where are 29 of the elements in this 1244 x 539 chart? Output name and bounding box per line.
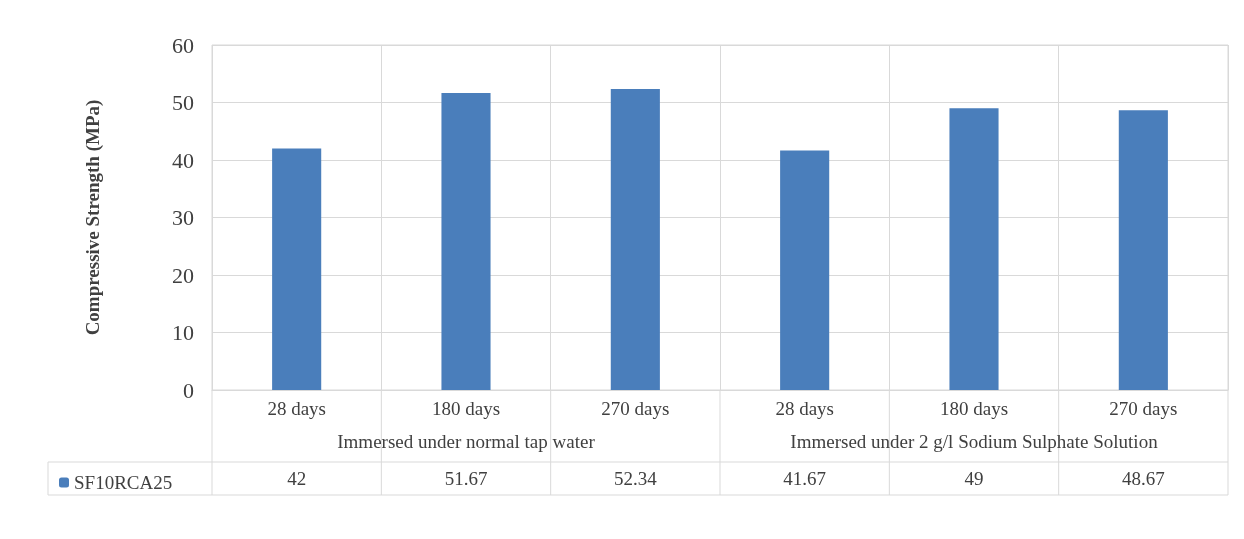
bar [1118, 110, 1168, 390]
data-label: 52.34 [613, 468, 658, 489]
legend-label: SF10RCA25 [74, 472, 173, 493]
bar [272, 148, 322, 390]
bar [441, 92, 491, 390]
x-tick-label: 28 days [775, 398, 834, 419]
bar [949, 108, 999, 390]
y-tick-label: 30 [172, 205, 194, 230]
text: Immersed under 2 g/l Sodium Sulphate Solution [790, 430, 1159, 452]
y-tick-label: 40 [172, 147, 194, 173]
y-tick-label: 10 [172, 320, 194, 345]
y-tick-label: 0 [183, 377, 194, 403]
data-label: 48.67 [1121, 468, 1165, 489]
y-tick-label: 20 [172, 262, 194, 288]
data-label: 49 [964, 468, 984, 489]
data-label: 41.67 [783, 468, 827, 489]
x-tick-label: 180 days [939, 398, 1009, 419]
x-tick-label: 180 days [431, 398, 501, 419]
x-tick-label: 28 days [267, 398, 326, 419]
data-label: 42 [287, 468, 307, 489]
bar [610, 89, 660, 390]
bar [780, 150, 830, 390]
x-tick-label: 270 days [601, 398, 670, 419]
y-tick-label: 60 [172, 32, 194, 58]
y-tick-label: 50 [172, 90, 194, 115]
data-label: 51.67 [444, 468, 488, 489]
text: Immersed under normal tap water [337, 430, 596, 452]
y-axis-title: Compressive Strength (MPa) [82, 99, 104, 336]
x-tick-label: 270 days [1109, 398, 1178, 419]
